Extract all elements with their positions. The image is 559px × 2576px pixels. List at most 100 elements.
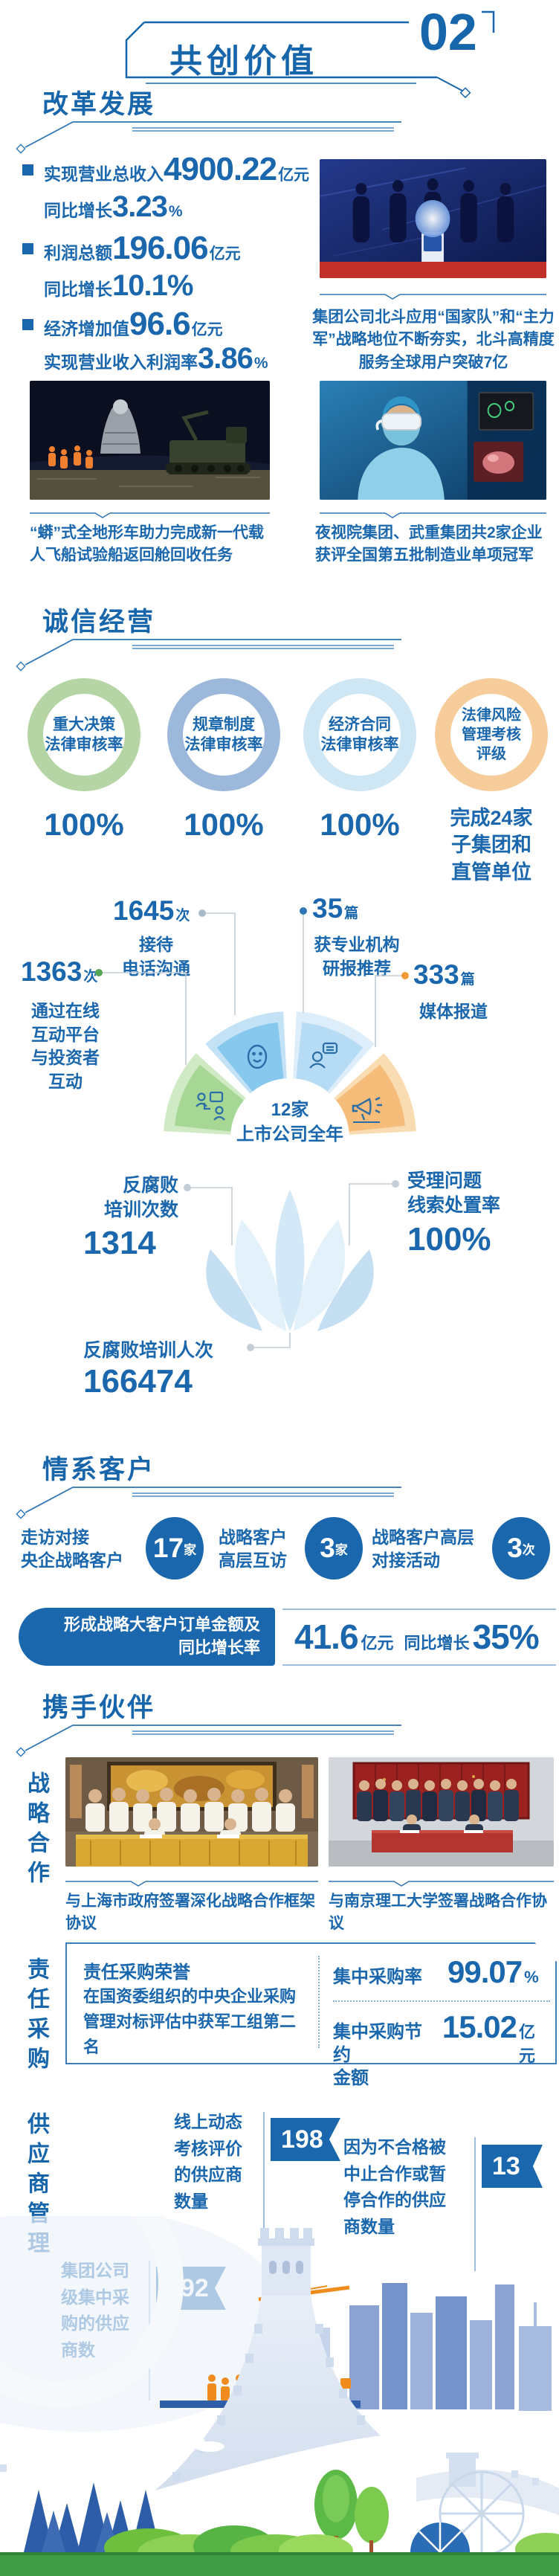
banner-label: 形成战略大客户订单金额及 同比增长率	[63, 1615, 260, 1657]
investor-relations-fan-chart	[164, 1011, 416, 1142]
customer-stat-unit: 家	[184, 1542, 197, 1557]
customer-stat-label: 战略客户高层 对接活动	[372, 1527, 474, 1571]
procurement-stat-value: 15.02	[442, 2009, 517, 2044]
order-banner-label-pill: 形成战略大客户订单金额及 同比增长率	[19, 1608, 275, 1666]
procurement-honor-title: 责任采购荣誉	[83, 1962, 190, 1983]
caption-divider	[65, 1881, 318, 1887]
photo-caption: 与上海市政府签署深化战略合作框架协议	[65, 1893, 315, 1933]
photo-caption: “蟒”式全地形车助力完成新一代载人飞船试验船返回舱回收任务	[30, 524, 264, 564]
smiley-icon	[247, 1044, 268, 1069]
page-title: 共创价值	[169, 43, 318, 80]
stat-value: 10.1%	[112, 269, 193, 302]
supplier-stat-value: 198	[281, 2125, 323, 2154]
banner-unit: 亿元	[361, 1634, 394, 1652]
heading-flourish	[16, 121, 401, 154]
ring-legal-risk: 法律风险 管理考核 评级	[435, 678, 548, 791]
stat-label: 实现营业收入利润率	[44, 352, 198, 372]
caption-divider	[329, 1881, 554, 1887]
stat-value: 96.6	[129, 306, 191, 342]
customer-stat-circle: 17 家	[146, 1517, 204, 1580]
banner-stat: 41.6 亿元 同比增长 35%	[294, 1617, 540, 1656]
ring-rules: 规章制度 法律审核率	[167, 678, 280, 791]
customer-stat-label: 战略客户 高层互访	[219, 1527, 287, 1571]
ring-label: 重大决策 法律审核率	[45, 715, 123, 753]
lotus-stat-value: 100%	[407, 1221, 491, 1258]
ring-major-decision: 重大决策 法律审核率	[28, 678, 140, 791]
supplier-stat-label: 因为不合格被 中止合作或暂 停合作的供应 商数量	[343, 2137, 446, 2236]
caption-divider	[320, 512, 546, 518]
procurement-stat: 集中采购率 99.07 %	[333, 1954, 549, 1990]
stat-label: 利润总额	[44, 243, 112, 263]
megaphone-icon	[352, 1096, 382, 1123]
customer-stat-circle: 3 次	[492, 1517, 550, 1580]
procurement-honor-text: 在国资委组织的中央企业采购管理对标评估中获军工组第二名	[83, 1987, 297, 2057]
banner-line-bottom	[282, 1664, 556, 1666]
fan-label: 接待 电话沟通	[122, 935, 190, 978]
section-title-reform: 改革发展	[42, 90, 156, 119]
fan-value: 35	[312, 893, 343, 924]
caption-divider	[30, 512, 270, 518]
stat-value: 4900.22	[164, 151, 277, 187]
fan-stat: 1645 次	[113, 897, 190, 924]
vertical-rule	[263, 2112, 265, 2237]
ring-contract: 经济合同 法律审核率	[303, 678, 416, 791]
banner-growth-value: 35%	[472, 1617, 540, 1656]
stat-unit: 亿元	[209, 245, 241, 263]
dotted-divider	[333, 2000, 550, 2002]
photo-beidou-ceremony	[320, 159, 546, 278]
fan-value: 333	[413, 959, 459, 990]
caption-divider	[320, 294, 546, 300]
fan-unit: 篇	[460, 972, 475, 988]
stat-value: 3.86	[198, 342, 253, 375]
ring-label: 规章制度 法律审核率	[184, 715, 263, 753]
ring-value: 完成24家 子集团和 直管单位	[450, 807, 533, 883]
stat-row: 同比增长 3.23 %	[44, 192, 183, 222]
fan-unit: 次	[83, 969, 98, 985]
header-frame	[125, 10, 495, 99]
customer-stat-unit: 家	[335, 1542, 348, 1557]
fan-value: 1363	[21, 956, 83, 987]
photo-caption: 夜视院集团、武重集团共2家企业获评全国第五批制造业单项冠军	[315, 524, 543, 564]
fan-label: 通过在线 互动平台 与投资者 互动	[31, 1001, 100, 1092]
photo-caption: 集团公司北斗应用“国家队”和“主力军”战略地位不断夯实，北斗高精度服务全球用户突…	[312, 309, 555, 371]
stat-label: 同比增长	[44, 201, 112, 220]
heading-flourish	[16, 639, 401, 672]
stat-unit: %	[168, 203, 183, 220]
customer-stat-circle: 3 家	[305, 1517, 363, 1580]
procurement-stat: 集中采购节约 金额 15.02 亿元	[333, 2009, 549, 2090]
banner-line-top	[282, 1609, 556, 1610]
supplier-flag: 13	[482, 2145, 543, 2188]
supplier-stat-label: 线上动态 考核评价 的供应商 数量	[174, 2112, 242, 2211]
heading-flourish	[16, 1725, 401, 1757]
lotus-stat-value: 1314	[83, 1225, 156, 1261]
stat-label: 经济增加值	[44, 319, 129, 338]
ring-label: 法律风险 管理考核 评级	[462, 707, 521, 762]
fan-center-label: 12家 上市公司全年	[236, 1100, 343, 1145]
stat-row: 同比增长 10.1%	[44, 271, 193, 300]
section-title-integrity: 诚信经营	[42, 608, 156, 637]
investors-chat-icon	[196, 1091, 225, 1121]
lotus-stat-label: 反腐败 培训次数	[103, 1175, 178, 1220]
stat-row: 利润总额 196.06 亿元	[22, 232, 241, 265]
customer-stat-value: 3	[507, 1533, 523, 1563]
procurement-stat-label: 集中采购率	[333, 1967, 422, 1987]
stat-value: 3.23	[112, 190, 168, 223]
section-title-customers: 情系客户	[42, 1455, 156, 1484]
customer-stat-value: 3	[320, 1533, 335, 1563]
stat-row: 经济增加值 96.6 亿元	[22, 308, 223, 341]
fan-unit: 篇	[344, 906, 359, 921]
stat-row: 实现营业总收入 4900.22 亿元	[22, 153, 309, 186]
fan-stat: 333 篇	[413, 961, 475, 988]
procurement-box	[65, 1942, 557, 2064]
supplier-stat-value: 13	[492, 2151, 520, 2180]
section-title-partners: 携手伙伴	[42, 1693, 156, 1722]
stat-unit: 亿元	[278, 167, 310, 184]
bottom-illustration	[0, 2216, 559, 2576]
photo-caption: 与南京理工大学签署战略合作协议	[329, 1893, 547, 1933]
leader-lines	[95, 907, 409, 1351]
procurement-stat-value: 99.07	[447, 1954, 523, 1989]
fan-label: 获专业机构 研报推荐	[314, 935, 400, 978]
procurement-stat-label: 集中采购节约 金额	[333, 2022, 422, 2089]
stat-unit: %	[253, 355, 268, 372]
side-label-strategic: 战略合作	[24, 1771, 48, 1890]
